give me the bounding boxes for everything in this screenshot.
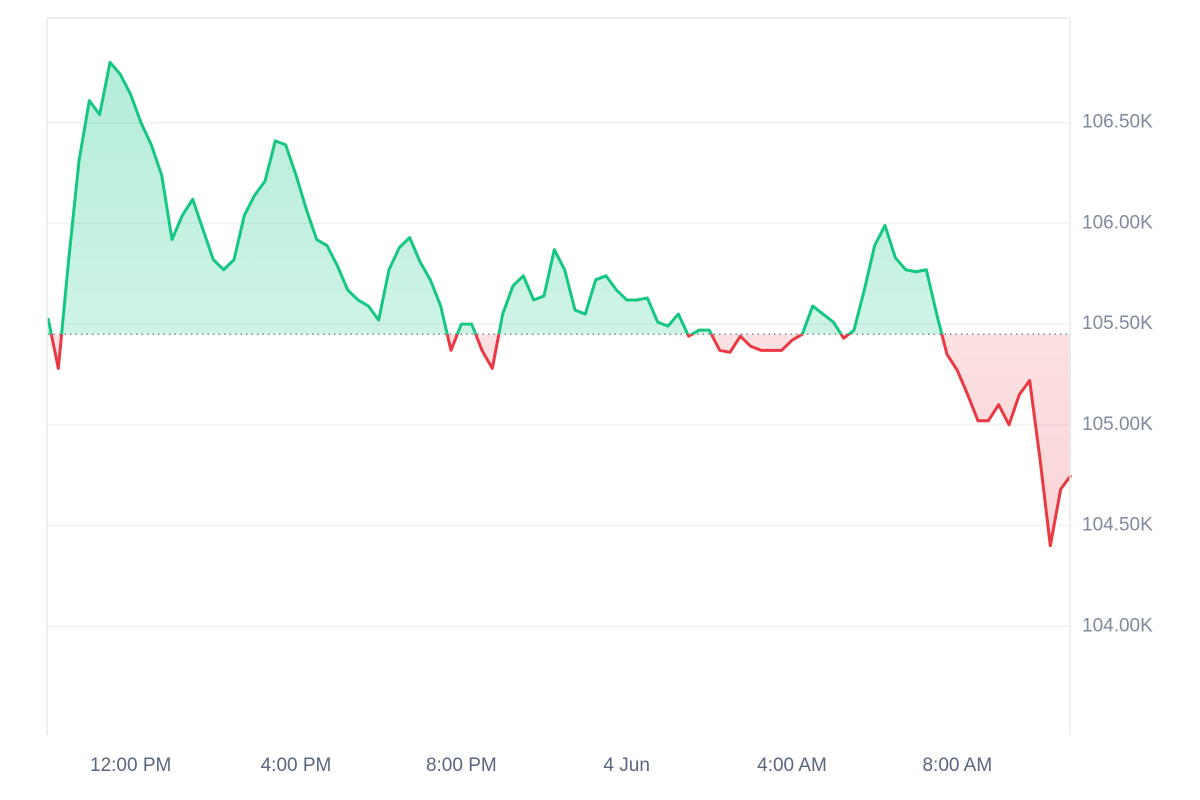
x-tick-label: 8:00 AM xyxy=(922,755,992,776)
x-tick-label: 12:00 PM xyxy=(90,755,171,776)
plot xyxy=(46,60,1073,548)
x-tick-label: 4 Jun xyxy=(603,755,649,776)
x-tick-label: 4:00 PM xyxy=(261,755,332,776)
y-tick-label: 106.00K xyxy=(1082,212,1153,233)
x-tick-label: 8:00 PM xyxy=(426,755,497,776)
x-tick-label: 4:00 AM xyxy=(757,755,827,776)
area-up xyxy=(48,62,942,335)
y-tick-label: 106.50K xyxy=(1082,112,1153,133)
y-tick-label: 104.50K xyxy=(1082,515,1153,536)
y-tick-label: 105.00K xyxy=(1082,414,1153,435)
grid xyxy=(47,121,1070,627)
area-down xyxy=(48,334,1071,546)
y-tick-label: 104.00K xyxy=(1082,615,1153,636)
y-tick-label: 105.50K xyxy=(1082,313,1153,334)
price-line-up xyxy=(46,60,944,335)
